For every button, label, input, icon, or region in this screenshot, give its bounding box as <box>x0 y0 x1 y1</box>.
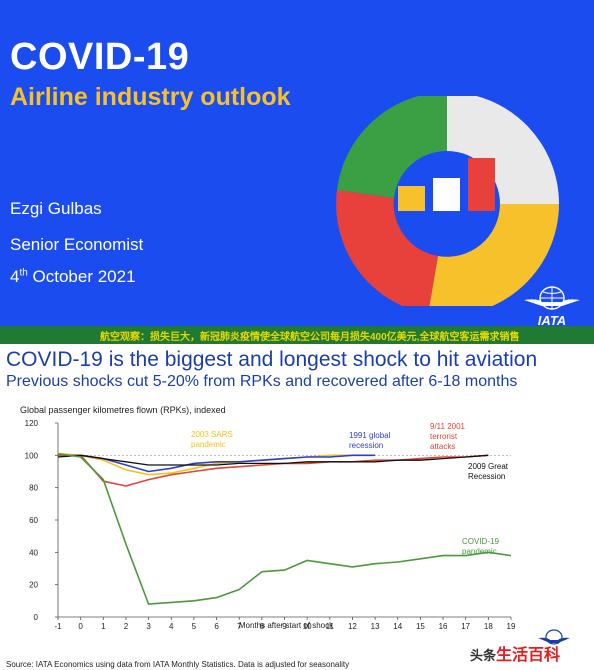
series-label-3: Recession <box>468 472 505 481</box>
y-tick-label: 100 <box>25 451 39 460</box>
series-label-4: COVID-19 <box>462 537 499 546</box>
series-line-1 <box>58 454 376 473</box>
slide-title: COVID-19 <box>10 36 190 78</box>
x-tick-label: 5 <box>192 622 197 631</box>
x-tick-label: 19 <box>507 622 516 631</box>
donut-chart-icon <box>336 96 559 306</box>
slide-subtitle: Airline industry outlook <box>10 83 291 111</box>
date-suffix: th <box>19 267 28 279</box>
series-label-2: 9/11 2001 <box>430 422 466 431</box>
chart-series <box>57 452 512 605</box>
chart-subheading: Previous shocks cut 5-20% from RPKs and … <box>6 373 518 390</box>
x-tick-label: 12 <box>348 622 357 631</box>
source-note: Source: IATA Economics using data from I… <box>6 660 350 669</box>
x-tick-label: 9 <box>282 622 287 631</box>
x-tick-label: 2 <box>124 622 129 631</box>
x-tick-label: 16 <box>439 622 448 631</box>
author-role: Senior Economist <box>10 235 144 254</box>
x-tick-label: 3 <box>146 622 151 631</box>
y-tick-label: 120 <box>25 419 39 428</box>
x-tick-label: 13 <box>371 622 380 631</box>
iata-logo-text: IATA <box>538 313 566 328</box>
series-label-1: 1991 global <box>349 431 391 440</box>
x-tick-label: 8 <box>260 622 265 631</box>
y-axis-label: Global passenger kilometres flown (RPKs)… <box>20 405 226 415</box>
x-tick-label: 18 <box>484 622 493 631</box>
news-banner: 航空观察：损失巨大，新冠肺炎疫情使全球航空公司每月损失400亿美元,全球航空客运… <box>0 326 594 344</box>
iata-small-logo <box>538 629 570 645</box>
series-line-3 <box>57 454 489 466</box>
chart-heading: COVID-19 is the biggest and longest shoc… <box>6 348 538 371</box>
x-tick-label: -1 <box>54 622 62 631</box>
x-tick-label: 7 <box>237 622 242 631</box>
watermark: 头条生活百科 <box>470 641 560 665</box>
y-tick-label: 60 <box>29 516 38 525</box>
x-axis-label: Months after start of shock <box>239 621 334 630</box>
banner-text: 航空观察：损失巨大，新冠肺炎疫情使全球航空公司每月损失400亿美元,全球航空客运… <box>100 332 520 343</box>
y-tick-label: 20 <box>29 581 38 590</box>
x-tick-label: 1 <box>101 622 106 631</box>
y-tick-label: 0 <box>34 613 39 622</box>
series-line-2 <box>58 454 489 487</box>
series-line-4 <box>57 452 512 605</box>
x-tick-label: 14 <box>393 622 402 631</box>
y-tick-label: 80 <box>29 484 38 493</box>
watermark-part1: 头条 <box>470 648 497 663</box>
series-label-0: pandemic <box>191 440 226 449</box>
series-label-1: recession <box>349 441 383 450</box>
title-slide: COVID-19 Airline industry outlook Ezgi G… <box>0 0 594 330</box>
date-day: 4 <box>10 267 20 286</box>
x-tick-label: 11 <box>326 622 335 631</box>
iata-logo: IATA <box>524 286 580 328</box>
series-label-2: attacks <box>430 442 455 451</box>
x-tick-label: 6 <box>214 622 219 631</box>
series-label-4: pandemic <box>462 547 497 556</box>
rpk-line-chart: Global passenger kilometres flown (RPKs)… <box>20 405 570 645</box>
x-tick-label: 4 <box>169 622 174 631</box>
y-tick-label: 40 <box>29 548 38 557</box>
x-tick-label: 0 <box>78 622 83 631</box>
watermark-part2: 生活百科 <box>496 647 561 664</box>
x-tick-label: 15 <box>416 622 425 631</box>
x-tick-label: 10 <box>303 622 312 631</box>
x-tick-label: 17 <box>461 622 470 631</box>
series-label-3: 2009 Great <box>468 462 509 471</box>
series-label-2: terrorist <box>430 432 458 441</box>
series-label-0: 2003 SARS <box>191 430 233 439</box>
date-rest: October 2021 <box>27 267 136 286</box>
presentation-date: 4th October 2021 <box>10 267 136 287</box>
author-name: Ezgi Gulbas <box>10 199 102 218</box>
